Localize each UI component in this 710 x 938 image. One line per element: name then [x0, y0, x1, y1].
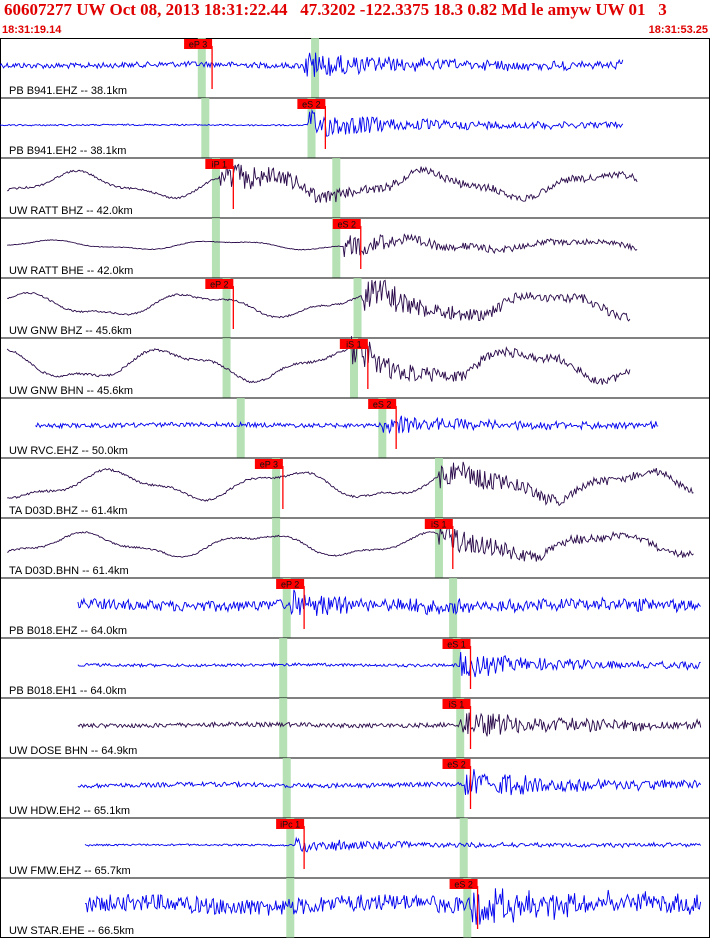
pick-label-5: iS 1	[346, 340, 362, 350]
channel-label-5: UW GNW BHN -- 45.6km	[9, 385, 133, 397]
phase-window-2-0	[211, 158, 220, 218]
phase-window-3-1	[332, 218, 341, 278]
pick-flag-8	[424, 519, 453, 529]
pick-flag-3	[332, 219, 361, 229]
phase-window-11-0	[279, 698, 288, 758]
pick-label-10: eS 1	[447, 640, 466, 650]
pick-label-14: eS 2	[454, 880, 473, 890]
pick-flag-0	[184, 39, 213, 49]
trace-6	[35, 415, 659, 435]
phase-window-8-1	[434, 518, 443, 578]
channel-label-9: PB B018.EHZ -- 64.0km	[9, 625, 127, 637]
channel-label-13: UW FMW.EHZ -- 65.7km	[9, 865, 131, 877]
phase-window-5-1	[350, 338, 358, 398]
phase-window-10-0	[279, 638, 288, 698]
seismogram-panel: eP 3 PB B941.EHZ -- 38.1km eS 2 PB B941.EH2…	[0, 38, 710, 938]
start-time: 18:31:19.14	[2, 24, 62, 36]
phase-window-12-0	[282, 758, 291, 818]
channel-label-8: TA D03D.BHN -- 61.4km	[9, 565, 129, 577]
pick-label-3: eS 2	[338, 220, 357, 230]
pick-flag-14	[449, 879, 478, 889]
phase-window-13-0	[286, 818, 295, 878]
phase-window-10-1	[452, 638, 461, 698]
pick-label-13: iPc 1	[280, 820, 300, 830]
trace-2	[7, 163, 638, 204]
channel-label-12: UW HDW.EH2 -- 65.1km	[9, 805, 130, 817]
pick-flag-12	[442, 759, 471, 769]
phase-window-7-0	[272, 458, 281, 518]
pick-label-11: iS 1	[449, 700, 465, 710]
pick-label-0: eP 3	[189, 40, 207, 50]
trace-7	[6, 461, 694, 507]
phase-window-3-0	[211, 218, 220, 278]
pick-label-6: eS 2	[373, 400, 392, 410]
trace-5	[6, 336, 631, 385]
phase-window-5-0	[222, 338, 231, 398]
phase-window-2-1	[332, 158, 341, 218]
trace-4	[6, 279, 631, 322]
panel-frame	[0, 38, 710, 938]
channel-label-14: UW STAR.EHE -- 66.5km	[9, 925, 134, 937]
trace-14	[84, 888, 702, 925]
pick-label-7: eP 3	[260, 460, 278, 470]
phase-window-1-0	[201, 98, 210, 158]
phase-window-12-1	[456, 758, 465, 818]
pick-flag-5	[339, 339, 368, 349]
channel-label-7: TA D03D.BHZ -- 61.4km	[9, 505, 127, 517]
phase-window-14-0	[286, 878, 295, 938]
pick-label-12: eS 2	[447, 760, 466, 770]
phase-window-13-1	[459, 818, 468, 878]
trace-13	[84, 836, 701, 853]
pick-label-1: eS 2	[302, 100, 321, 110]
pick-flag-1	[297, 99, 326, 109]
end-time: 18:31:53.25	[648, 24, 708, 36]
trace-12	[77, 769, 702, 796]
phase-window-8-0	[272, 518, 281, 578]
pick-label-8: iS 1	[431, 520, 447, 530]
pick-flag-6	[368, 399, 397, 409]
phase-window-11-1	[456, 698, 465, 758]
trace-11	[77, 712, 702, 737]
channel-label-1: PB B941.EH2 -- 38.1km	[9, 145, 126, 157]
pick-label-2: iP 1	[212, 160, 227, 170]
phase-window-0-0	[197, 38, 206, 98]
channel-label-6: UW RVC.EHZ -- 50.0km	[9, 445, 128, 457]
channel-label-10: PB B018.EH1 -- 64.0km	[9, 685, 126, 697]
pick-flag-7	[254, 459, 283, 469]
trace-1	[0, 108, 624, 137]
phase-window-9-0	[282, 578, 291, 638]
phase-window-7-1	[434, 458, 443, 518]
trace-0	[0, 52, 624, 77]
pick-flag-11	[442, 699, 471, 709]
event-title: 60607277 UW Oct 08, 2013 18:31:22.44 47.…	[4, 0, 667, 19]
phase-window-14-1	[463, 878, 472, 938]
trace-9	[77, 589, 701, 616]
header: 60607277 UW Oct 08, 2013 18:31:22.44 47.…	[0, 0, 710, 38]
pick-flag-2	[205, 159, 234, 169]
phase-window-4-0	[222, 278, 231, 338]
channel-label-2: UW RATT BHZ -- 42.0km	[9, 205, 133, 217]
pick-label-9: eP 2	[281, 580, 299, 590]
channel-label-3: UW RATT BHE -- 42.0km	[9, 265, 133, 277]
channel-label-4: UW GNW BHZ -- 45.6km	[9, 325, 132, 337]
trace-10	[77, 651, 701, 678]
pick-flag-4	[205, 279, 234, 289]
phase-window-6-0	[236, 398, 245, 458]
pick-flag-9	[276, 579, 305, 589]
phase-window-4-1	[353, 278, 362, 338]
pick-flag-10	[442, 639, 471, 649]
pick-flag-13	[276, 819, 305, 829]
phase-window-1-1	[307, 98, 316, 158]
trace-8	[6, 523, 694, 562]
channel-label-0: PB B941.EHZ -- 38.1km	[9, 85, 127, 97]
trace-3	[7, 233, 638, 258]
channel-label-11: UW DOSE BHN -- 64.9km	[9, 745, 137, 757]
pick-label-4: eP 2	[210, 280, 228, 290]
